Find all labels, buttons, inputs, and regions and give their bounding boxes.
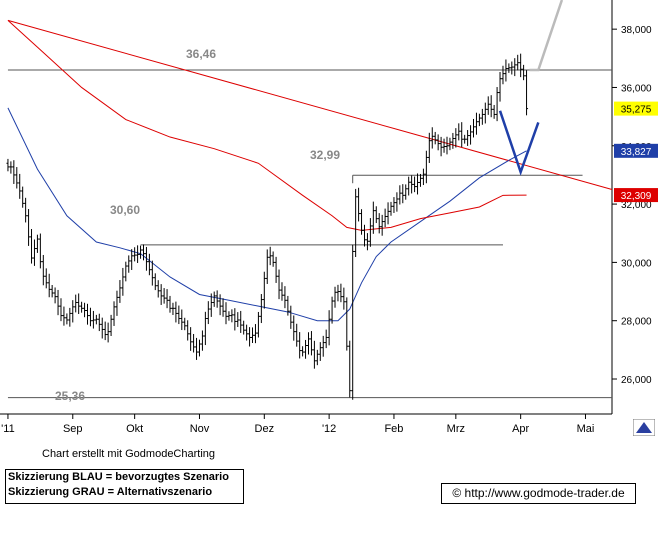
x-tick-label: Nov (190, 423, 210, 435)
y-tick-label: 32,000 (621, 200, 652, 211)
y-tick-label: 38,000 (621, 25, 652, 36)
y-tick-label: 36,000 (621, 83, 652, 94)
x-tick-label: Sep (63, 423, 83, 435)
level-label: 32,99 (310, 148, 340, 162)
x-tick-label: '12 (322, 423, 336, 435)
x-tick-label: '11 (1, 423, 15, 435)
legend-gray-scenario: Skizzierung GRAU = Alternativszenario (8, 486, 213, 498)
series-line-gd-50 (7, 107, 527, 322)
price-badge-label: 35,275 (621, 105, 652, 116)
level-label: 36,46 (186, 47, 216, 61)
scenario-legend-box: Skizzierung BLAU = bevorzugtes Szenario … (5, 469, 244, 504)
price-badge (614, 143, 658, 158)
source-url[interactable]: © http://www.godmode-trader.de (441, 483, 636, 504)
y-tick-label: 30,000 (621, 258, 652, 269)
trend-line (7, 19, 613, 190)
price-badge (614, 101, 658, 116)
y-tick-label: 28,000 (621, 317, 652, 328)
x-tick-label: Okt (126, 423, 143, 435)
series-line-gd-200 (7, 20, 527, 231)
x-tick-label: Apr (512, 423, 529, 435)
price-badge-label: 33,827 (621, 147, 652, 158)
price-badge (614, 188, 658, 203)
level-label: 30,60 (110, 203, 140, 217)
price-badge-label: 32,309 (621, 191, 652, 202)
scenario-gray-line (529, 0, 564, 72)
x-tick-label: Mai (577, 423, 595, 435)
y-tick-label: 26,000 (621, 375, 652, 386)
legend-blue-scenario: Skizzierung BLAU = bevorzugtes Szenario (8, 471, 229, 483)
x-tick-label: Mrz (447, 423, 465, 435)
x-tick-label: Feb (384, 423, 403, 435)
chart-credit: Chart erstellt mit GodmodeCharting (42, 448, 216, 460)
scenario-blue-line (498, 110, 540, 176)
chart-type-icon[interactable] (633, 419, 655, 436)
x-tick-label: Dez (255, 423, 275, 435)
level-label: 25,36 (55, 389, 85, 403)
